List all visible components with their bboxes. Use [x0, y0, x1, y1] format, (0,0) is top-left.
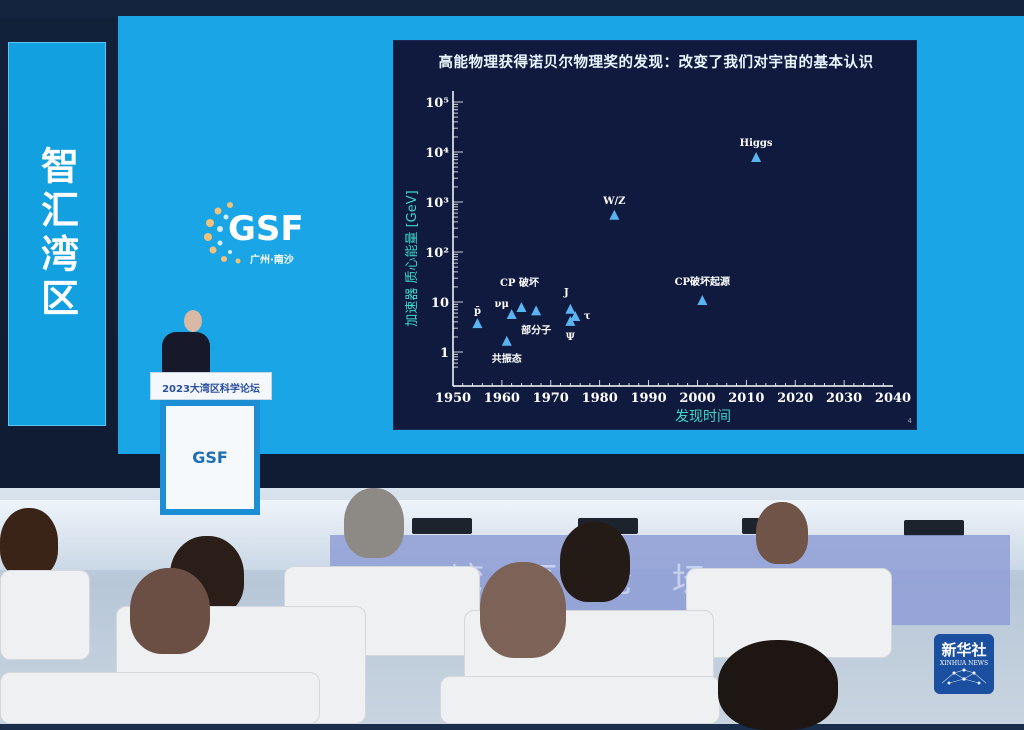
data-point-label: CP破坏起源	[675, 275, 730, 288]
chair	[0, 570, 90, 660]
podium-logo: GSF	[166, 406, 254, 509]
data-point-marker	[501, 335, 512, 346]
data-point-label: p̄	[474, 306, 481, 317]
x-tick-label: 2000	[679, 391, 715, 406]
data-point-label: W/Z	[602, 196, 625, 207]
y-tick-label: 1	[440, 346, 449, 361]
network-icon	[941, 668, 987, 685]
chair	[440, 676, 720, 724]
data-point-marker	[570, 311, 581, 322]
audience-member	[0, 508, 58, 578]
data-point-label: 共振态	[492, 352, 522, 365]
audience-member	[756, 502, 808, 564]
data-point-marker	[531, 305, 542, 316]
watermark-cn: 新华社	[941, 641, 987, 659]
stage-monitor	[412, 518, 472, 534]
dots-icon	[204, 202, 241, 264]
y-tick-label: 10³	[425, 196, 449, 211]
data-point-marker	[472, 318, 483, 329]
stage-monitor	[904, 520, 964, 536]
x-axis-label: 发现时间	[675, 409, 731, 425]
data-point-label: J	[563, 288, 569, 299]
data-point-marker	[565, 303, 576, 314]
logo-text: GSF	[228, 209, 304, 249]
podium: 2023大湾区科学论坛 GSF	[150, 372, 272, 515]
data-point-label: Ψ	[566, 332, 576, 343]
side-banner: 智汇湾区	[8, 42, 106, 426]
y-tick-label: 10	[431, 296, 449, 311]
gsf-logo: GSF 广州·南沙	[200, 195, 310, 270]
audience-member	[560, 522, 630, 602]
data-point-marker	[751, 151, 762, 162]
watermark-en: XINHUA NEWS	[939, 660, 989, 667]
chart: 1950 1960 1970 1980 1990 2000 2010 2020 2030 2040…	[405, 91, 911, 425]
x-tick-label: 2040	[875, 391, 911, 406]
x-tick-label: 2020	[777, 391, 813, 406]
banner-text: 智汇湾区	[34, 146, 79, 322]
data-point-label: 部分子	[521, 323, 551, 336]
audience-member	[130, 568, 210, 654]
data-point-marker	[506, 308, 517, 319]
audience-member	[344, 488, 404, 558]
x-tick-label: 1960	[484, 391, 520, 406]
x-tick-label: 1950	[435, 391, 471, 406]
y-tick-label: 10²	[425, 246, 449, 261]
data-point-label: Higgs	[740, 138, 773, 149]
x-tick-label: 1980	[582, 391, 618, 406]
logo-city: 广州·南沙	[250, 255, 294, 266]
audience-member	[480, 562, 566, 658]
data-point-marker	[697, 294, 708, 305]
x-tick-label: 1970	[533, 391, 569, 406]
ceiling-band	[0, 0, 1024, 18]
page-number: 4	[907, 417, 912, 425]
data-point-marker	[609, 209, 620, 220]
x-tick-label: 2010	[728, 391, 764, 406]
data-point-marker	[516, 301, 527, 312]
x-tick-label: 2030	[826, 391, 862, 406]
data-point-label: CP 破坏	[500, 276, 539, 289]
audience-member	[718, 640, 838, 730]
y-axis-label: 加速器 质心能量 [GeV]	[405, 190, 420, 326]
podium-sign: 2023大湾区科学论坛	[150, 372, 272, 400]
data-point-label: τ	[584, 311, 591, 322]
slide-title: 高能物理获得诺贝尔物理奖的发现：改变了我们对宇宙的基本认识	[438, 54, 874, 71]
y-tick-label: 10⁴	[425, 146, 449, 161]
slide-panel: 高能物理获得诺贝尔物理奖的发现：改变了我们对宇宙的基本认识 1950 1960 19…	[393, 40, 917, 430]
chair	[0, 672, 320, 724]
data-point-label: νμ	[495, 299, 509, 310]
xinhua-watermark: 新华社 XINHUA NEWS	[934, 634, 994, 694]
y-tick-label: 10⁵	[425, 96, 449, 111]
x-tick-label: 1990	[630, 391, 666, 406]
